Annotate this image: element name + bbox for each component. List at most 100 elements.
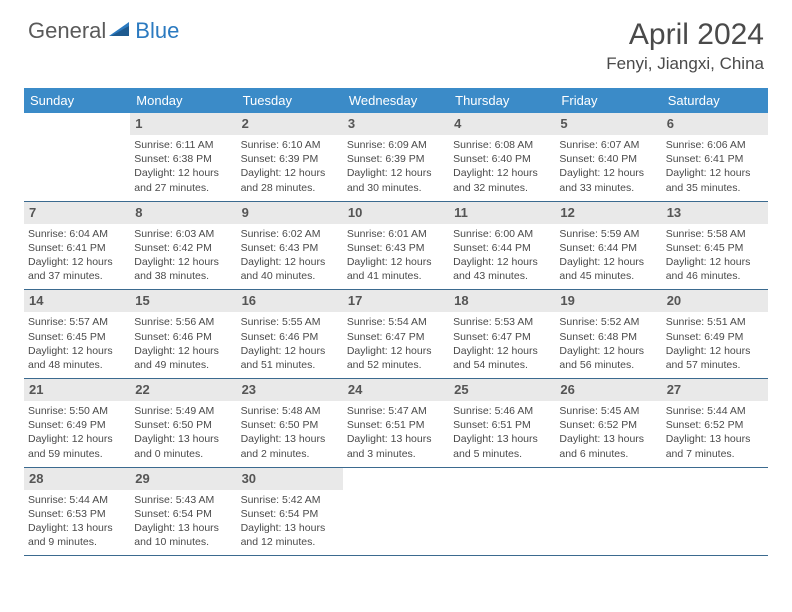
day-number-bar: 17	[343, 290, 449, 312]
calendar-body: 1Sunrise: 6:11 AMSunset: 6:38 PMDaylight…	[24, 113, 768, 556]
logo: General Blue	[28, 18, 179, 44]
daylight-text: and 6 minutes.	[559, 447, 657, 461]
daylight-text: and 45 minutes.	[559, 269, 657, 283]
daylight-text: and 49 minutes.	[134, 358, 232, 372]
daylight-text: and 0 minutes.	[134, 447, 232, 461]
day-number: 6	[667, 116, 674, 131]
day-number: 29	[135, 471, 149, 486]
sunset-text: Sunset: 6:42 PM	[134, 241, 232, 255]
calendar-cell: 2Sunrise: 6:10 AMSunset: 6:39 PMDaylight…	[237, 113, 343, 201]
calendar-cell: 27Sunrise: 5:44 AMSunset: 6:52 PMDayligh…	[662, 379, 768, 467]
sunset-text: Sunset: 6:46 PM	[134, 330, 232, 344]
calendar-cell: 21Sunrise: 5:50 AMSunset: 6:49 PMDayligh…	[24, 379, 130, 467]
day-number: 14	[29, 293, 43, 308]
sunrise-text: Sunrise: 5:52 AM	[559, 315, 657, 329]
calendar-cell: 12Sunrise: 5:59 AMSunset: 6:44 PMDayligh…	[555, 202, 661, 290]
sunset-text: Sunset: 6:39 PM	[347, 152, 445, 166]
calendar-cell: 29Sunrise: 5:43 AMSunset: 6:54 PMDayligh…	[130, 468, 236, 556]
day-number-bar: 10	[343, 202, 449, 224]
sunset-text: Sunset: 6:38 PM	[134, 152, 232, 166]
day-number: 13	[667, 205, 681, 220]
day-number-bar: 15	[130, 290, 236, 312]
daylight-text: Daylight: 12 hours	[559, 166, 657, 180]
daylight-text: and 3 minutes.	[347, 447, 445, 461]
sunset-text: Sunset: 6:46 PM	[241, 330, 339, 344]
daylight-text: and 33 minutes.	[559, 181, 657, 195]
calendar-cell: 28Sunrise: 5:44 AMSunset: 6:53 PMDayligh…	[24, 468, 130, 556]
day-number: 3	[348, 116, 355, 131]
sunset-text: Sunset: 6:50 PM	[241, 418, 339, 432]
calendar-cell: 4Sunrise: 6:08 AMSunset: 6:40 PMDaylight…	[449, 113, 555, 201]
calendar-cell: 3Sunrise: 6:09 AMSunset: 6:39 PMDaylight…	[343, 113, 449, 201]
day-number-bar: 9	[237, 202, 343, 224]
calendar-week: 7 Sunrise: 6:04 AMSunset: 6:41 PM Daylight…	[24, 202, 768, 291]
daylight-text: and 9 minutes.	[28, 535, 126, 549]
calendar-cell: 6Sunrise: 6:06 AMSunset: 6:41 PMDaylight…	[662, 113, 768, 201]
day-header: Friday	[555, 88, 661, 113]
day-number-bar: 2	[237, 113, 343, 135]
sunrise-text: Sunrise: 5:56 AM	[134, 315, 232, 329]
day-header: Monday	[130, 88, 236, 113]
day-number: 7	[29, 205, 36, 220]
title-block: April 2024 Fenyi, Jiangxi, China	[606, 18, 764, 74]
daylight-text: and 52 minutes.	[347, 358, 445, 372]
sunrise-text: Sunrise: 5:55 AM	[241, 315, 339, 329]
day-header-row: SundayMondayTuesdayWednesdayThursdayFrid…	[24, 88, 768, 113]
calendar-cell: 5Sunrise: 6:07 AMSunset: 6:40 PMDaylight…	[555, 113, 661, 201]
sunrise-text: Sunrise: 5:43 AM	[134, 493, 232, 507]
daylight-text: and 54 minutes.	[453, 358, 551, 372]
daylight-text: Daylight: 12 hours	[134, 255, 232, 269]
day-number: 4	[454, 116, 461, 131]
sunrise-text: Sunrise: 6:00 AM	[453, 227, 551, 241]
calendar-cell	[662, 468, 768, 556]
calendar-cell: 1Sunrise: 6:11 AMSunset: 6:38 PMDaylight…	[130, 113, 236, 201]
day-number: 27	[667, 382, 681, 397]
day-number: 17	[348, 293, 362, 308]
daylight-text: Daylight: 13 hours	[559, 432, 657, 446]
daylight-text: Daylight: 13 hours	[241, 432, 339, 446]
calendar-cell: 24Sunrise: 5:47 AMSunset: 6:51 PMDayligh…	[343, 379, 449, 467]
sunrise-text: Sunrise: 6:04 AM	[28, 227, 126, 241]
daylight-text: Daylight: 12 hours	[559, 255, 657, 269]
sunset-text: Sunset: 6:41 PM	[28, 241, 126, 255]
sunrise-text: Sunrise: 5:59 AM	[559, 227, 657, 241]
calendar-cell: 23Sunrise: 5:48 AMSunset: 6:50 PMDayligh…	[237, 379, 343, 467]
daylight-text: and 28 minutes.	[241, 181, 339, 195]
calendar-cell: 17Sunrise: 5:54 AMSunset: 6:47 PMDayligh…	[343, 290, 449, 378]
day-number-bar: 5	[555, 113, 661, 135]
calendar-cell	[449, 468, 555, 556]
daylight-text: Daylight: 13 hours	[347, 432, 445, 446]
daylight-text: Daylight: 12 hours	[453, 255, 551, 269]
daylight-text: and 37 minutes.	[28, 269, 126, 283]
day-number-bar: 13	[662, 202, 768, 224]
day-number-bar: 8	[130, 202, 236, 224]
sunset-text: Sunset: 6:54 PM	[241, 507, 339, 521]
sunrise-text: Sunrise: 5:44 AM	[666, 404, 764, 418]
logo-text-general: General	[28, 18, 106, 44]
daylight-text: Daylight: 12 hours	[134, 344, 232, 358]
sunrise-text: Sunrise: 5:57 AM	[28, 315, 126, 329]
calendar-cell: 13Sunrise: 5:58 AMSunset: 6:45 PMDayligh…	[662, 202, 768, 290]
daylight-text: Daylight: 12 hours	[134, 166, 232, 180]
daylight-text: and 7 minutes.	[666, 447, 764, 461]
sunset-text: Sunset: 6:40 PM	[453, 152, 551, 166]
daylight-text: and 2 minutes.	[241, 447, 339, 461]
daylight-text: and 27 minutes.	[134, 181, 232, 195]
sunrise-text: Sunrise: 5:49 AM	[134, 404, 232, 418]
sunrise-text: Sunrise: 5:44 AM	[28, 493, 126, 507]
sunrise-text: Sunrise: 6:02 AM	[241, 227, 339, 241]
daylight-text: Daylight: 13 hours	[28, 521, 126, 535]
calendar: SundayMondayTuesdayWednesdayThursdayFrid…	[24, 88, 768, 556]
page-header: General Blue April 2024 Fenyi, Jiangxi, …	[0, 0, 792, 80]
day-number-bar: 11	[449, 202, 555, 224]
day-number: 12	[560, 205, 574, 220]
sunrise-text: Sunrise: 6:07 AM	[559, 138, 657, 152]
day-number: 26	[560, 382, 574, 397]
daylight-text: Daylight: 12 hours	[453, 344, 551, 358]
sunset-text: Sunset: 6:49 PM	[28, 418, 126, 432]
calendar-cell: 16Sunrise: 5:55 AMSunset: 6:46 PMDayligh…	[237, 290, 343, 378]
calendar-cell: 9Sunrise: 6:02 AMSunset: 6:43 PMDaylight…	[237, 202, 343, 290]
daylight-text: and 41 minutes.	[347, 269, 445, 283]
day-number: 24	[348, 382, 362, 397]
sunrise-text: Sunrise: 5:45 AM	[559, 404, 657, 418]
